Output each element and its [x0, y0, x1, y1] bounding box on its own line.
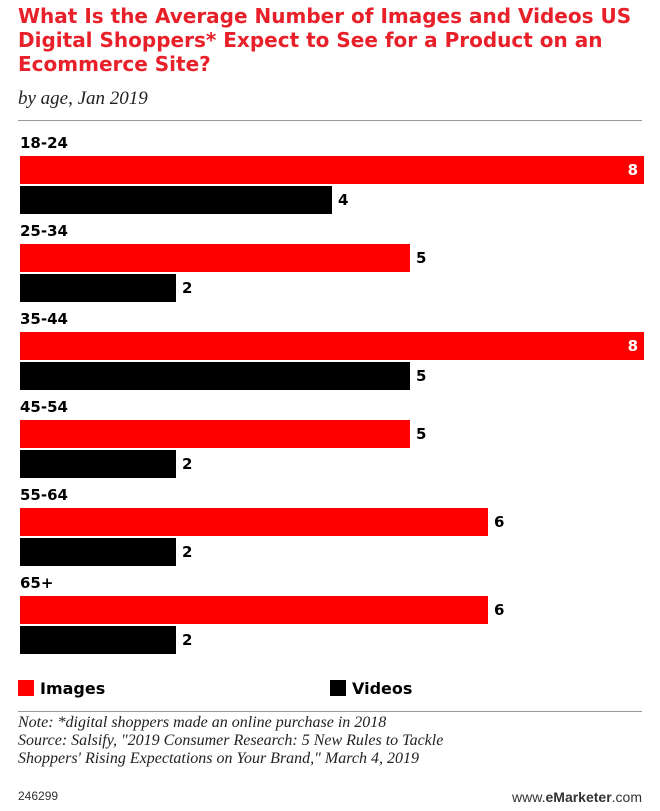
bar-videos-35-44 — [20, 362, 410, 390]
data-label-images-35-44: 8 — [628, 337, 638, 355]
data-label-images-55-64: 6 — [494, 513, 504, 531]
chart-subtitle: by age, Jan 2019 — [18, 88, 148, 109]
chart-title: What Is the Average Number of Images and… — [18, 4, 632, 76]
data-label-videos-65+: 2 — [182, 631, 192, 649]
data-label-videos-18-24: 4 — [338, 191, 348, 209]
bar-images-65+ — [20, 596, 488, 624]
footer-divider — [18, 711, 642, 712]
chart-notes: Note: *digital shoppers made an online p… — [18, 714, 443, 768]
legend-swatch-images — [18, 680, 34, 696]
brand-link[interactable]: www.eMarketer.com — [512, 789, 642, 805]
brand-suffix: .com — [611, 789, 642, 805]
category-label-35-44: 35-44 — [20, 310, 68, 328]
category-label-25-34: 25-34 — [20, 222, 68, 240]
bar-images-45-54 — [20, 420, 410, 448]
brand-name: eMarketer — [545, 789, 612, 805]
data-label-images-18-24: 8 — [628, 161, 638, 179]
data-label-videos-55-64: 2 — [182, 543, 192, 561]
data-label-videos-25-34: 2 — [182, 279, 192, 297]
bar-images-55-64 — [20, 508, 488, 536]
source-text-line-2: Shoppers' Rising Expectations on Your Br… — [18, 750, 419, 767]
bar-videos-18-24 — [20, 186, 332, 214]
legend-label-images: Images — [40, 678, 106, 698]
data-label-videos-35-44: 5 — [416, 367, 426, 385]
chart-id: 246299 — [18, 789, 59, 803]
bar-images-35-44 — [20, 332, 644, 360]
category-label-45-54: 45-54 — [20, 398, 68, 416]
category-label-18-24: 18-24 — [20, 134, 68, 152]
brand-prefix: www. — [512, 789, 546, 805]
bar-videos-45-54 — [20, 450, 176, 478]
data-label-images-45-54: 5 — [416, 425, 426, 443]
legend-label-videos: Videos — [352, 678, 413, 698]
source-text-line-1: Source: Salsify, "2019 Consumer Research… — [18, 732, 444, 749]
legend-item-videos: Videos — [330, 678, 412, 698]
bar-videos-65+ — [20, 626, 176, 654]
note-text: Note: *digital shoppers made an online p… — [18, 714, 387, 731]
bar-images-18-24 — [20, 156, 644, 184]
bar-chart: 18-24 8 4 25-34 5 2 35-44 8 5 45-54 5 2 55-64 6 2 65+ 6 2 — [20, 134, 644, 654]
data-label-videos-45-54: 2 — [182, 455, 192, 473]
category-label-65+: 65+ — [20, 574, 53, 592]
bar-videos-25-34 — [20, 274, 176, 302]
bar-images-25-34 — [20, 244, 410, 272]
header-divider — [18, 120, 642, 121]
bar-videos-55-64 — [20, 538, 176, 566]
category-label-55-64: 55-64 — [20, 486, 68, 504]
data-label-images-25-34: 5 — [416, 249, 426, 267]
data-label-images-65+: 6 — [494, 601, 504, 619]
legend-item-images: Images — [18, 678, 105, 698]
legend-swatch-videos — [330, 680, 346, 696]
